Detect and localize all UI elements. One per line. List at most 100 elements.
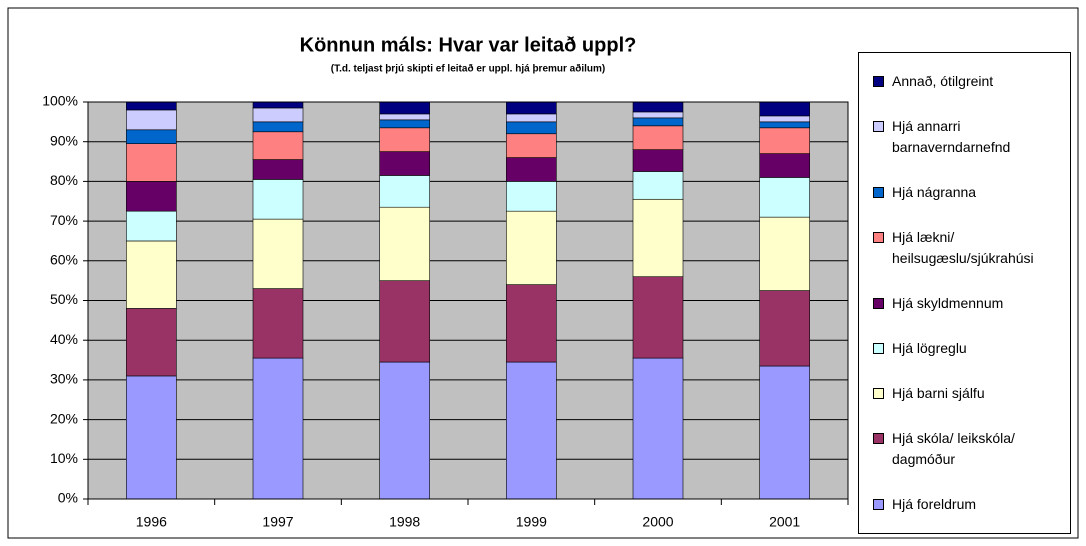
- legend-swatch: [873, 433, 884, 444]
- legend-swatch: [873, 298, 884, 309]
- bar-segment: [126, 129, 177, 144]
- x-tick-label: 1998: [389, 514, 420, 530]
- bar-segment: [379, 113, 430, 121]
- legend-swatch: [873, 388, 884, 399]
- legend-swatch: [873, 121, 884, 132]
- bar-segment: [632, 117, 684, 127]
- bar-segment: [759, 153, 810, 178]
- bar-segment: [379, 151, 430, 176]
- bar-segment: [506, 113, 557, 123]
- bar-segment: [632, 171, 684, 200]
- bar-segment: [252, 218, 304, 289]
- bar-segment: [506, 210, 557, 285]
- bar-segment: [379, 101, 430, 115]
- bar-segment: [126, 181, 177, 212]
- legend: Annað, ótilgreint Hjá annarri barnavernda…: [858, 52, 1071, 534]
- chart-title: Könnun máls: Hvar var leitað uppl?: [300, 34, 637, 56]
- bar-segment: [126, 210, 177, 242]
- legend-item: Hjá annarri barnaverndarnefnd: [859, 116, 1070, 158]
- legend-label: Hjá lögreglu: [892, 340, 967, 356]
- bar-segment: [126, 109, 177, 131]
- bar-segment: [632, 357, 684, 500]
- bar-segment: [126, 308, 177, 377]
- bar-segment: [379, 175, 430, 208]
- legend-label: Hjá nágranna: [892, 184, 977, 200]
- x-tick-label: 1999: [516, 514, 547, 530]
- x-tick-label: 2000: [642, 514, 673, 530]
- legend-swatch: [873, 187, 884, 198]
- bar-segment: [379, 361, 430, 500]
- bar-segment: [632, 198, 684, 277]
- bar-segment: [759, 365, 810, 500]
- y-tick-label: 10%: [50, 450, 78, 466]
- legend-label: Hjá lækni/ heilsugæslu/sjúkrahúsi: [892, 229, 1034, 266]
- chart-subtitle: (T.d. teljast þrjú skipti ef leitað er u…: [331, 63, 606, 75]
- bar-segment: [506, 157, 557, 182]
- bar-segment: [126, 240, 177, 309]
- legend-label: Hjá skóla/ leikskóla/ dagmóður: [892, 430, 1015, 467]
- bar-segment: [632, 101, 684, 113]
- y-tick-label: 30%: [50, 371, 78, 387]
- bar-segment: [252, 357, 304, 500]
- legend-label: Hjá barni sjálfu: [892, 385, 985, 401]
- bar-segment: [759, 216, 810, 291]
- bar-segment: [252, 121, 304, 133]
- legend-label: Annað, ótilgreint: [892, 73, 994, 89]
- y-tick-label: 0%: [58, 490, 78, 506]
- bar-segment: [252, 179, 304, 220]
- y-tick-label: 50%: [50, 291, 78, 307]
- bar-segment: [379, 280, 430, 363]
- legend-item: Hjá foreldrum: [859, 494, 1070, 515]
- legend-label: Hjá foreldrum: [892, 496, 977, 512]
- bar-segment: [252, 107, 304, 123]
- bar-segment: [379, 119, 430, 129]
- bar-segment: [632, 276, 684, 359]
- chart-border: [7, 7, 1079, 539]
- bar-segment: [506, 181, 557, 212]
- y-tick-label: 100%: [42, 93, 78, 109]
- legend-item: Hjá nágranna: [859, 182, 1070, 203]
- bar-segment: [252, 159, 304, 180]
- y-tick-label: 70%: [50, 212, 78, 228]
- legend-swatch: [873, 232, 884, 243]
- bar-segment: [759, 101, 810, 117]
- x-tick-label: 1996: [136, 514, 167, 530]
- bar-segment: [759, 121, 810, 129]
- y-tick-label: 80%: [50, 172, 78, 188]
- legend-swatch: [873, 499, 884, 510]
- bar-segment: [506, 133, 557, 158]
- x-tick-label: 1997: [262, 514, 293, 530]
- bar-segment: [506, 121, 557, 135]
- y-tick-label: 90%: [50, 132, 78, 148]
- legend-swatch: [873, 343, 884, 354]
- bar-segment: [632, 111, 684, 119]
- y-tick-label: 20%: [50, 410, 78, 426]
- legend-item: Hjá lögreglu: [859, 338, 1070, 359]
- bar-segment: [252, 131, 304, 160]
- legend-item: Hjá barni sjálfu: [859, 383, 1070, 404]
- bar-segment: [759, 127, 810, 154]
- x-tick-label: 2001: [769, 514, 800, 530]
- bar-segment: [126, 375, 177, 500]
- legend-label: Hjá skyldmennum: [892, 295, 1004, 311]
- bar-segment: [252, 288, 304, 359]
- bar-segment: [126, 143, 177, 182]
- bar-segment: [759, 115, 810, 123]
- bar-segment: [379, 127, 430, 152]
- legend-item: Annað, ótilgreint: [859, 71, 1070, 92]
- legend-item: Hjá skyldmennum: [859, 293, 1070, 314]
- legend-item: Hjá lækni/ heilsugæslu/sjúkrahúsi: [859, 227, 1070, 269]
- bar-segment: [759, 290, 810, 367]
- y-tick-label: 40%: [50, 331, 78, 347]
- legend-item: Hjá skóla/ leikskóla/ dagmóður: [859, 428, 1070, 470]
- y-tick-label: 60%: [50, 252, 78, 268]
- bar-segment: [506, 101, 557, 115]
- bar-segment: [506, 284, 557, 363]
- bar-segment: [506, 361, 557, 500]
- bar-segment: [759, 177, 810, 218]
- bar-segment: [252, 101, 304, 109]
- plot-border: [87, 101, 849, 500]
- bar-segment: [632, 125, 684, 150]
